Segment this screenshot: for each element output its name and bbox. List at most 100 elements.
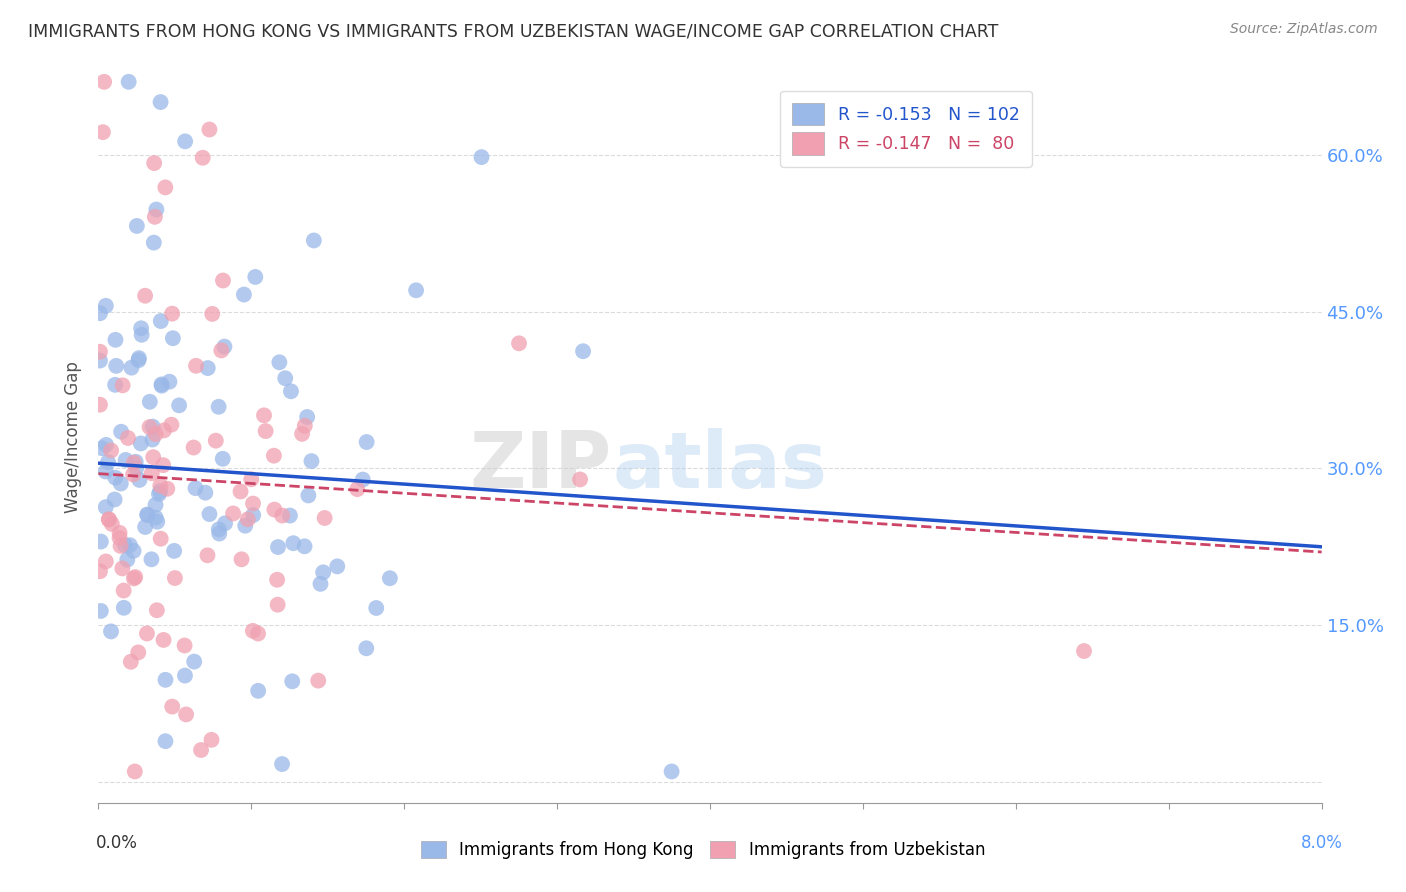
Point bbox=[94, 465, 117, 479]
Point bbox=[242, 497, 264, 511]
Point bbox=[160, 417, 183, 432]
Point bbox=[142, 450, 165, 465]
Point bbox=[212, 273, 235, 287]
Point bbox=[183, 655, 205, 669]
Point bbox=[352, 473, 374, 487]
Text: IMMIGRANTS FROM HONG KONG VS IMMIGRANTS FROM UZBEKISTAN WAGE/INCOME GAP CORRELAT: IMMIGRANTS FROM HONG KONG VS IMMIGRANTS … bbox=[28, 22, 998, 40]
Point bbox=[141, 552, 163, 566]
Point bbox=[163, 544, 186, 558]
Point bbox=[245, 269, 267, 284]
Point bbox=[378, 571, 401, 585]
Point bbox=[198, 122, 221, 136]
Point bbox=[128, 353, 150, 368]
Point bbox=[124, 764, 146, 779]
Point bbox=[145, 510, 167, 524]
Point bbox=[150, 378, 173, 392]
Point bbox=[1073, 644, 1095, 658]
Point bbox=[207, 400, 229, 414]
Point bbox=[104, 471, 127, 485]
Point bbox=[129, 436, 152, 450]
Point bbox=[117, 431, 139, 445]
Point bbox=[93, 75, 115, 89]
Point bbox=[90, 534, 112, 549]
Point bbox=[128, 473, 150, 487]
Point bbox=[280, 384, 302, 399]
Point bbox=[661, 764, 683, 779]
Point bbox=[508, 336, 530, 351]
Point bbox=[197, 361, 219, 376]
Point bbox=[108, 525, 131, 540]
Point bbox=[266, 573, 288, 587]
Legend: R = -0.153   N = 102, R = -0.147   N =  80: R = -0.153 N = 102, R = -0.147 N = 80 bbox=[780, 91, 1032, 167]
Point bbox=[356, 641, 378, 656]
Point bbox=[110, 476, 132, 491]
Point bbox=[139, 394, 162, 409]
Point bbox=[152, 458, 174, 472]
Point bbox=[242, 508, 264, 522]
Point bbox=[152, 632, 174, 647]
Point bbox=[231, 552, 253, 566]
Point bbox=[254, 424, 277, 438]
Point bbox=[110, 539, 132, 553]
Point bbox=[281, 674, 304, 689]
Point bbox=[149, 532, 172, 546]
Point bbox=[190, 743, 212, 757]
Point bbox=[134, 289, 156, 303]
Point bbox=[97, 512, 120, 526]
Point bbox=[160, 699, 183, 714]
Point bbox=[302, 234, 325, 248]
Point bbox=[138, 420, 160, 434]
Point bbox=[155, 734, 177, 748]
Point bbox=[104, 377, 127, 392]
Point bbox=[200, 732, 222, 747]
Point bbox=[572, 344, 595, 359]
Point bbox=[405, 283, 427, 297]
Point bbox=[129, 321, 152, 335]
Point bbox=[356, 435, 378, 450]
Point bbox=[197, 549, 219, 563]
Point bbox=[263, 502, 285, 516]
Point bbox=[100, 624, 122, 639]
Point bbox=[134, 520, 156, 534]
Point bbox=[297, 488, 319, 502]
Point bbox=[149, 478, 172, 492]
Point bbox=[128, 351, 150, 366]
Point bbox=[98, 512, 121, 526]
Legend: Immigrants from Hong Kong, Immigrants from Uzbekistan: Immigrants from Hong Kong, Immigrants fr… bbox=[412, 833, 994, 868]
Point bbox=[89, 353, 111, 368]
Point bbox=[159, 375, 181, 389]
Point bbox=[174, 707, 197, 722]
Point bbox=[145, 202, 167, 217]
Point bbox=[122, 571, 145, 585]
Point bbox=[117, 552, 139, 566]
Point bbox=[162, 331, 184, 345]
Point bbox=[247, 683, 270, 698]
Point bbox=[125, 461, 148, 475]
Point bbox=[229, 484, 252, 499]
Point bbox=[112, 600, 135, 615]
Point bbox=[312, 566, 335, 580]
Point bbox=[247, 626, 270, 640]
Point bbox=[211, 451, 233, 466]
Y-axis label: Wage/Income Gap: Wage/Income Gap bbox=[65, 361, 83, 513]
Point bbox=[198, 507, 221, 521]
Point bbox=[143, 210, 166, 224]
Point bbox=[291, 426, 314, 441]
Point bbox=[149, 484, 172, 499]
Point bbox=[222, 507, 245, 521]
Point bbox=[120, 360, 142, 375]
Point bbox=[240, 472, 263, 486]
Point bbox=[271, 508, 294, 523]
Point bbox=[156, 482, 179, 496]
Point bbox=[314, 511, 336, 525]
Point bbox=[94, 554, 117, 568]
Point bbox=[242, 624, 264, 638]
Point bbox=[91, 441, 114, 455]
Point bbox=[142, 235, 165, 250]
Point bbox=[104, 333, 127, 347]
Point bbox=[104, 492, 127, 507]
Point bbox=[569, 472, 592, 486]
Point bbox=[278, 508, 301, 523]
Point bbox=[90, 604, 112, 618]
Point bbox=[283, 536, 305, 550]
